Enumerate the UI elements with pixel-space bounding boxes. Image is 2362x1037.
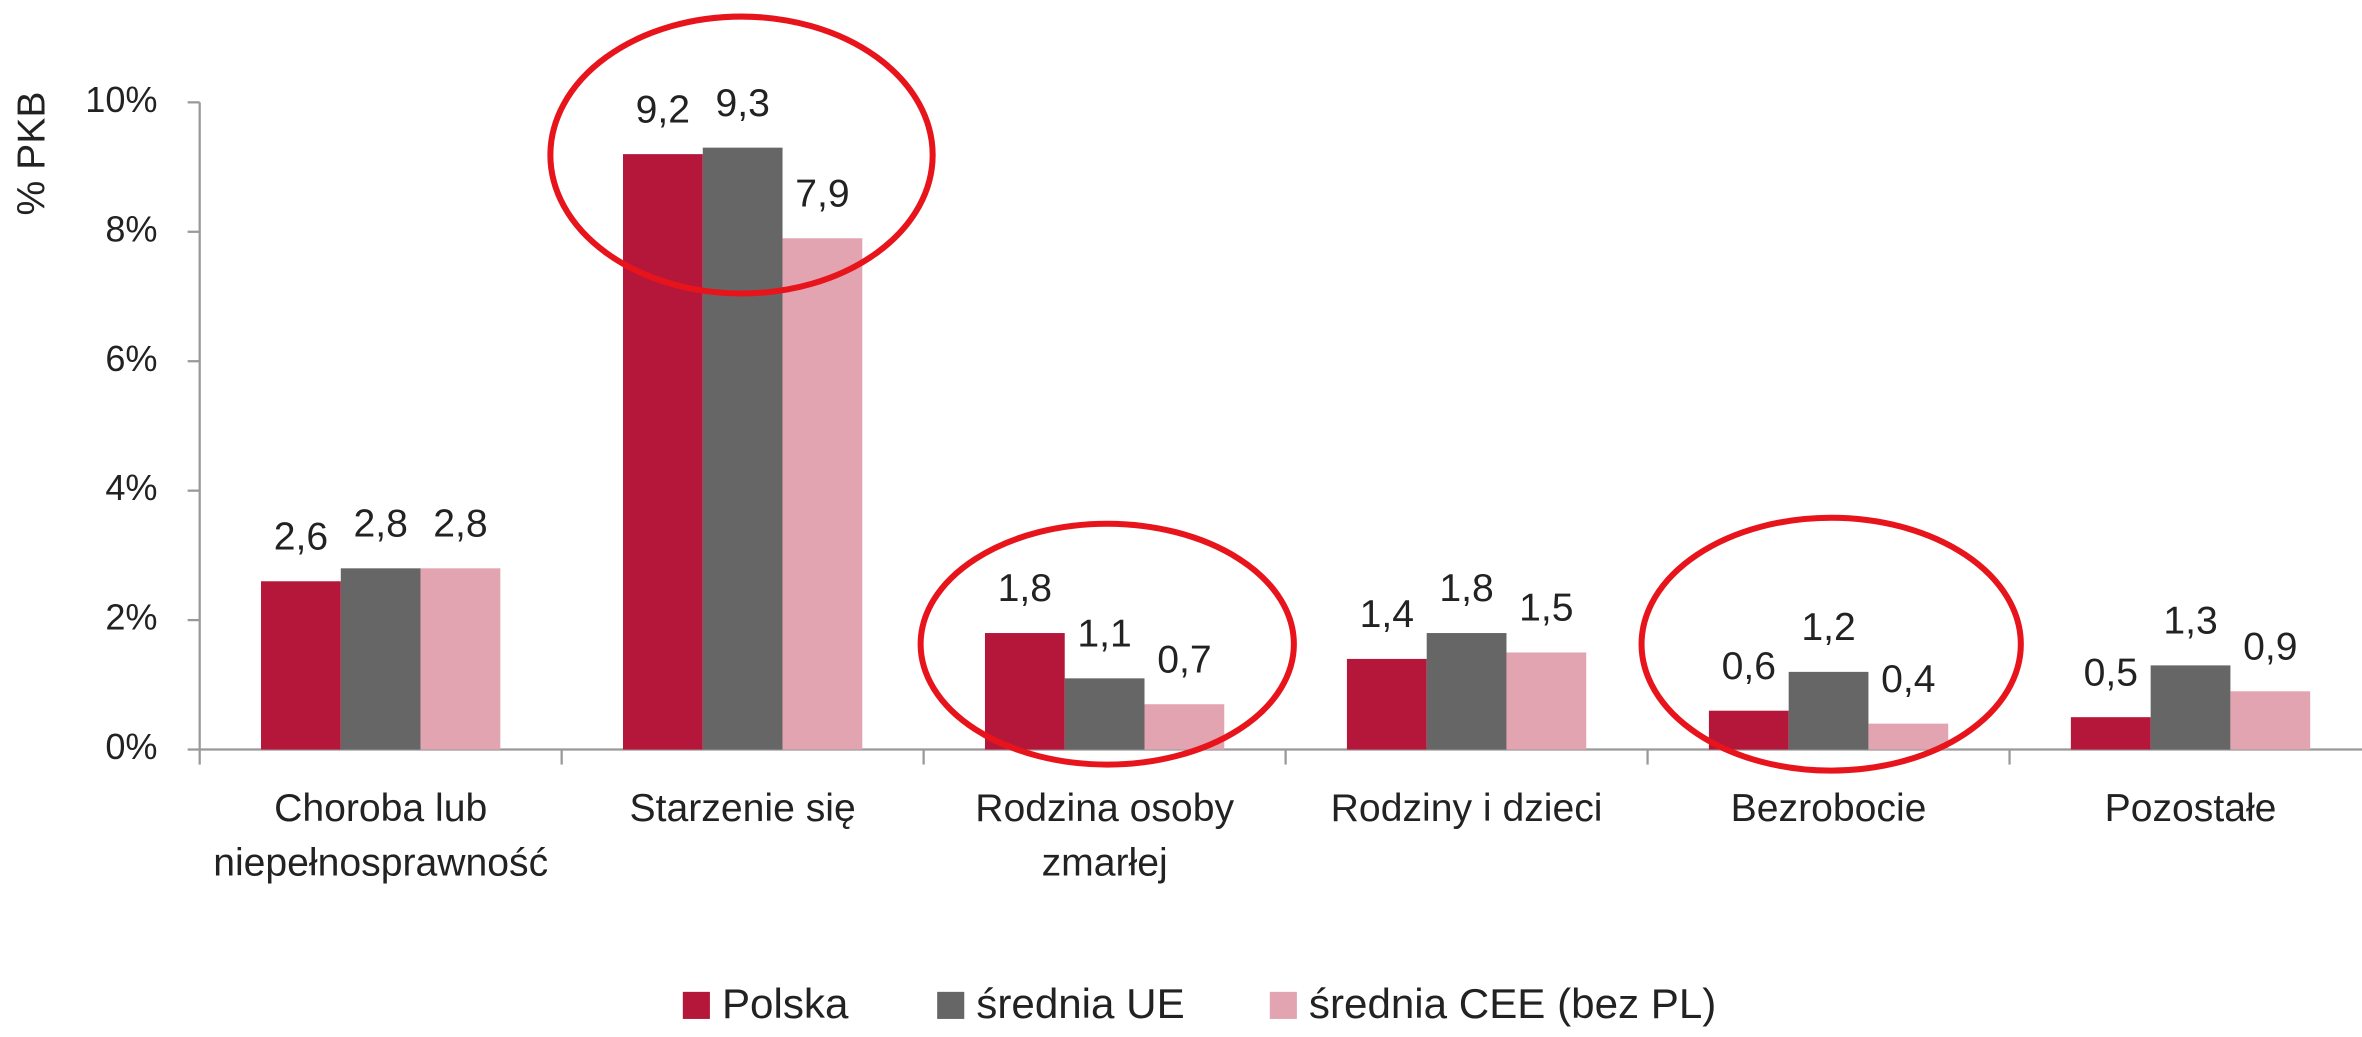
value-label: 1,3 — [2163, 600, 2217, 643]
bar — [782, 238, 863, 750]
legend-swatch — [937, 991, 965, 1019]
value-label: 9,3 — [715, 82, 769, 125]
value-label: 2,8 — [353, 503, 407, 546]
x-tick-label: Bezrobocie — [1731, 788, 1927, 831]
value-label: 1,5 — [1519, 587, 1573, 630]
value-label: 2,6 — [274, 515, 328, 558]
value-label: 1,8 — [998, 567, 1052, 610]
plot: 0% 2% 4% 6% 8% 10% Choroba lub niepełnosprawnoś… — [85, 79, 2362, 1027]
bar — [702, 147, 783, 750]
value-label: 0,6 — [1722, 645, 1776, 688]
x-tick-label: Pozostałe — [2105, 788, 2277, 831]
y-tick-label: 2% — [105, 597, 157, 638]
value-label: 1,2 — [1801, 606, 1855, 649]
bar — [340, 568, 421, 750]
bar — [1868, 723, 1949, 750]
bar — [420, 568, 501, 750]
y-tick-label: 0% — [105, 726, 157, 767]
bar — [984, 633, 1065, 750]
bar — [1506, 652, 1587, 750]
legend-swatch — [682, 991, 710, 1019]
bar — [1708, 710, 1789, 750]
value-label: 1,8 — [1439, 567, 1493, 610]
bar — [261, 581, 341, 750]
value-label: 1,1 — [1077, 613, 1131, 656]
value-label: 2,8 — [433, 503, 487, 546]
y-tick-label: 10% — [85, 79, 157, 120]
x-tick-label: Starzenie się — [630, 788, 856, 831]
y-tick-label: 8% — [105, 208, 157, 249]
value-label: 0,9 — [2243, 625, 2297, 668]
annotations — [547, 13, 2024, 774]
value-label: 7,9 — [795, 172, 849, 215]
highlight-ellipse — [547, 13, 936, 297]
bar — [1064, 678, 1145, 750]
legend-label: średnia CEE (bez PL) — [1309, 980, 1716, 1027]
bar — [2150, 665, 2231, 750]
highlight-ellipse — [1638, 514, 2024, 774]
bar — [1346, 658, 1427, 750]
value-label: 0,4 — [1881, 658, 1935, 701]
value-label: 0,5 — [2084, 651, 2138, 694]
bar — [1426, 633, 1507, 750]
x-tick-label: Rodziny i dzieci — [1331, 788, 1603, 831]
legend-swatch — [1269, 991, 1297, 1019]
value-label: 9,2 — [636, 88, 690, 131]
x-tick-label: Rodzina osoby zmarłej — [975, 788, 1234, 885]
y-tick-label: 6% — [105, 338, 157, 379]
y-axis-label: % PKB — [10, 92, 53, 216]
bar — [622, 154, 703, 750]
x-tick-label: Choroba lub niepełnosprawność — [213, 788, 548, 885]
bar — [2230, 691, 2311, 750]
bar — [1788, 671, 1869, 750]
value-label: 0,7 — [1157, 638, 1211, 681]
value-label: 1,4 — [1360, 593, 1414, 636]
legend-label: Polska — [722, 980, 849, 1027]
legend-label: średnia UE — [976, 980, 1184, 1027]
y-tick-label: 4% — [105, 467, 157, 508]
bar — [2070, 717, 2151, 750]
highlight-ellipse — [917, 520, 1297, 768]
